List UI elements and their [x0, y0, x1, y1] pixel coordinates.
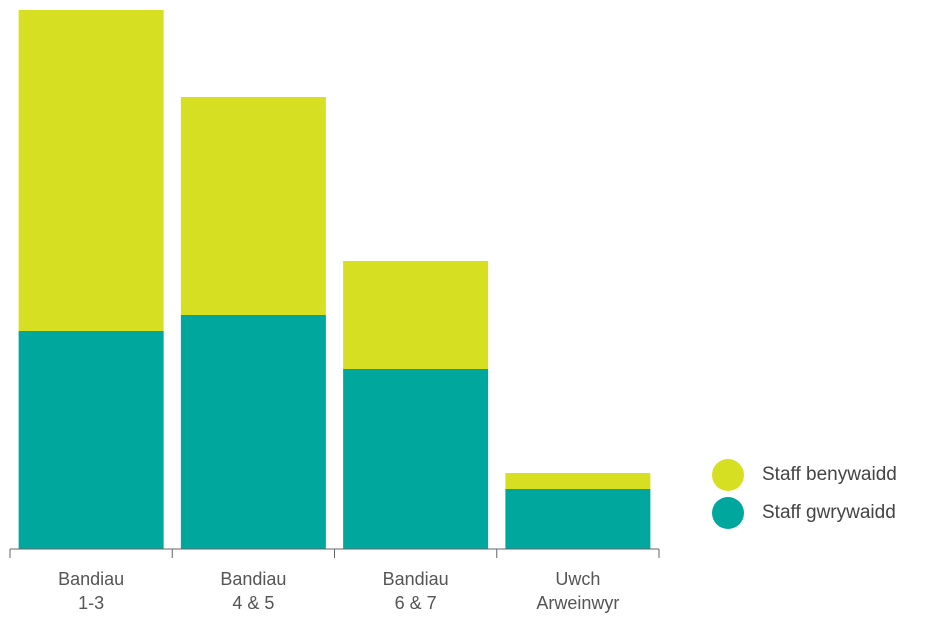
bar-male-4 — [505, 489, 651, 549]
x-tick-label-3: Bandiau 6 & 7 — [383, 569, 449, 613]
bar-female-2 — [180, 97, 326, 315]
legend-dot-female — [712, 459, 744, 491]
legend-item-male: Staff gwrywaidd — [712, 496, 897, 530]
bars-group — [18, 10, 651, 549]
bar-male-1 — [18, 331, 164, 549]
x-tick-label-2: Bandiau 4 & 5 — [220, 569, 286, 613]
bar-male-3 — [343, 369, 489, 549]
bar-male-2 — [180, 315, 326, 549]
legend-label-male: Staff gwrywaidd — [762, 502, 896, 523]
legend: Staff benywaidd Staff gwrywaidd — [712, 458, 897, 534]
x-tick-label-4: Uwch Arweinwyr — [536, 569, 619, 613]
bar-female-1 — [18, 10, 164, 331]
x-tick-label-1: Bandiau 1-3 — [58, 569, 124, 613]
x-axis-labels: Bandiau 1-3 Bandiau 4 & 5 Bandiau 6 & 7 Uwch Ar… — [58, 569, 619, 613]
x-axis-ticks — [9, 549, 660, 558]
bar-female-4 — [505, 473, 651, 489]
bar-female-3 — [343, 261, 489, 369]
legend-item-female: Staff benywaidd — [712, 458, 897, 492]
legend-label-female: Staff benywaidd — [762, 464, 897, 485]
legend-dot-male — [712, 497, 744, 529]
